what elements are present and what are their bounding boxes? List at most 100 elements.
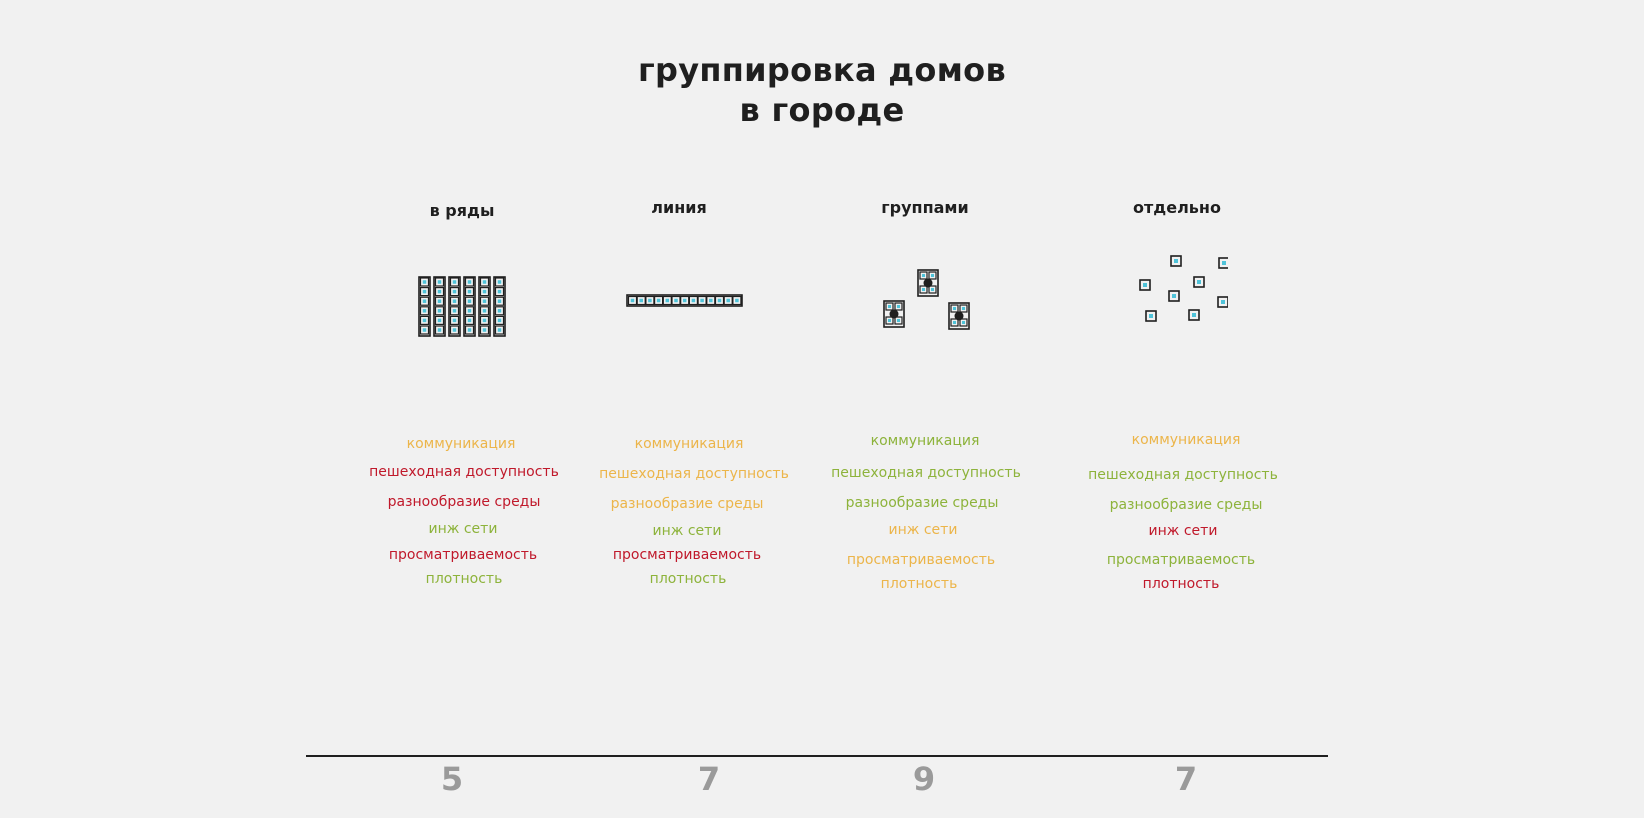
house-cell: [434, 306, 445, 316]
house-cell: [479, 306, 490, 316]
score-divider-line: [306, 755, 1328, 757]
house-window: [717, 298, 722, 303]
scattered-houses-icon: [1139, 255, 1228, 322]
house-window: [665, 298, 670, 303]
criterion-environment-diversity: разнообразие среды: [387, 494, 541, 510]
house-cell: [928, 285, 937, 294]
house-window: [691, 298, 696, 303]
house-window: [887, 318, 892, 323]
rows-grid-icon: [418, 276, 506, 337]
house-cell: [494, 296, 505, 306]
criterion-environment-diversity: разнообразие среды: [1109, 497, 1263, 513]
house-window: [1172, 294, 1176, 298]
criterion-density: плотность: [880, 576, 958, 592]
house-cell: [419, 296, 430, 306]
house-cell: [419, 287, 430, 297]
single-house: [1217, 296, 1228, 308]
line-strip: [626, 294, 743, 307]
house-cell: [494, 315, 505, 326]
criterion-visibility: просматриваемость: [846, 552, 996, 568]
house-window: [896, 318, 901, 323]
house-window: [1197, 280, 1201, 284]
house-window: [896, 304, 901, 309]
house-window: [930, 273, 935, 278]
house-window: [422, 280, 427, 284]
house-window: [482, 328, 487, 332]
house-window: [1174, 259, 1178, 263]
criterion-pedestrian-access: пешеходная доступность: [1088, 467, 1278, 483]
heading-separate: отдельно: [1133, 198, 1221, 217]
house-cell: [434, 296, 445, 306]
house-window: [437, 328, 442, 332]
house-window: [452, 289, 457, 294]
criterion-density: плотность: [1142, 576, 1220, 592]
row-strip: [478, 276, 491, 337]
heading-rows: в ряды: [429, 201, 495, 220]
criterion-visibility: просматриваемость: [1106, 552, 1256, 568]
house-window: [437, 318, 442, 323]
house-window: [452, 280, 457, 284]
single-house: [1188, 309, 1200, 321]
house-window: [952, 320, 957, 325]
house-cell: [959, 318, 968, 327]
house-window: [422, 328, 427, 332]
house-window: [452, 309, 457, 313]
house-window: [437, 280, 442, 284]
house-cell: [645, 295, 655, 306]
house-cell: [449, 306, 460, 316]
house-cell: [479, 315, 490, 326]
house-group: [948, 302, 970, 330]
house-group: [883, 300, 905, 328]
house-window: [467, 299, 472, 303]
house-cell: [449, 296, 460, 306]
house-window: [700, 298, 704, 303]
house-window: [1192, 313, 1196, 317]
line-row-icon: [626, 294, 743, 307]
house-window: [422, 289, 427, 294]
house-cell: [680, 295, 690, 306]
house-window: [482, 289, 487, 294]
row-strip: [418, 276, 431, 337]
title-line-1: группировка домов: [637, 51, 1007, 89]
house-window: [961, 320, 966, 325]
house-window: [674, 298, 678, 303]
house-cell: [919, 285, 928, 294]
criterion-communication: коммуникация: [406, 436, 516, 452]
heading-line: линия: [651, 198, 707, 217]
house-window: [639, 298, 643, 303]
house-window: [1222, 261, 1226, 265]
house-cell: [434, 315, 445, 326]
house-cell: [464, 277, 475, 287]
house-cell: [419, 315, 430, 326]
house-cell: [464, 306, 475, 316]
score-rows: 5: [440, 760, 464, 798]
house-cell: [464, 315, 475, 326]
single-house: [1193, 276, 1205, 288]
house-window: [452, 318, 457, 323]
criterion-communication: коммуникация: [870, 433, 980, 449]
title-line-2: в городе: [739, 91, 905, 129]
house-window: [497, 318, 502, 323]
criterion-visibility: просматриваемость: [612, 547, 762, 563]
criterion-communication: коммуникация: [1131, 432, 1241, 448]
house-cell: [449, 277, 460, 287]
house-cell: [950, 318, 959, 327]
house-window: [952, 306, 957, 311]
house-window: [482, 299, 487, 303]
single-house: [1145, 310, 1157, 322]
criterion-visibility: просматриваемость: [388, 547, 538, 563]
house-cell: [419, 325, 430, 335]
criterion-utilities: инж сети: [428, 521, 498, 537]
house-cell: [732, 295, 742, 306]
house-cell: [464, 287, 475, 297]
house-cell: [449, 315, 460, 326]
criterion-density: плотность: [425, 571, 503, 587]
house-window: [437, 299, 442, 303]
score-line: 7: [697, 760, 721, 798]
house-cell: [654, 295, 664, 306]
house-window: [467, 289, 472, 294]
house-cell: [959, 304, 968, 313]
courtyard-dot: [954, 311, 964, 321]
house-cell: [706, 295, 716, 306]
house-window: [682, 298, 687, 303]
